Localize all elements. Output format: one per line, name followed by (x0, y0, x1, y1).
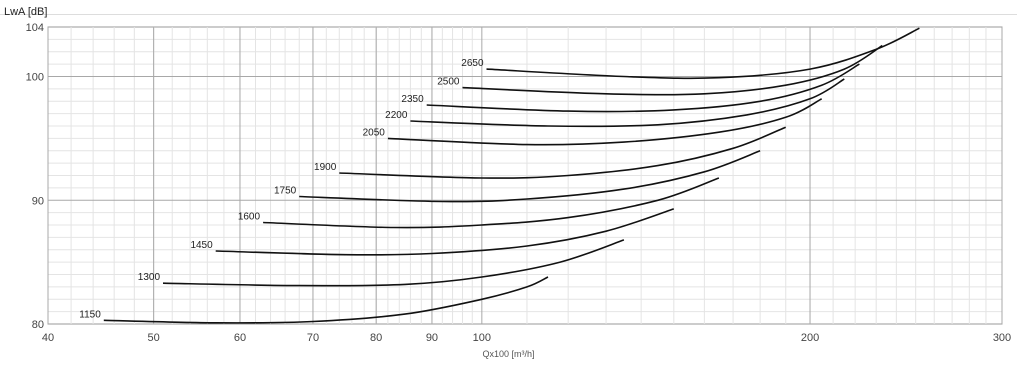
curve-1600 (263, 177, 720, 229)
curve-1450 (215, 208, 675, 256)
x-tick-label: 200 (801, 332, 819, 344)
x-tick-label: 100 (473, 332, 491, 344)
x-tick-label: 300 (993, 332, 1011, 344)
major-grid (47, 27, 1003, 324)
x-tick-label: 50 (148, 332, 160, 344)
curve-label-2500: 2500 (437, 77, 460, 88)
x-tick-label: 80 (370, 332, 382, 344)
curve-label-1900: 1900 (314, 162, 337, 173)
x-tick-label: 90 (426, 332, 438, 344)
x-tick-label: 60 (234, 332, 246, 344)
curve-labels: 1150 1300 1450 1600 1750 1900 2050 2200 2350 2500… (79, 58, 484, 320)
x-tick-label: 40 (42, 332, 54, 344)
performance-curves (103, 27, 920, 324)
y-axis-ticks: 80 90 100 104 (26, 22, 44, 331)
curve-2350 (426, 63, 860, 113)
curve-2500 (462, 44, 883, 96)
curve-1150 (103, 276, 549, 324)
x-axis-title: Qx100 [m³/h] (482, 349, 535, 359)
y-tick-label: 104 (26, 22, 44, 34)
curve-2650 (486, 27, 920, 80)
curve-label-1600: 1600 (238, 212, 261, 223)
y-axis-title: LwA [dB] (4, 6, 48, 18)
curve-label-1150: 1150 (79, 309, 101, 320)
x-axis-ticks: 40 50 60 70 80 90 100 200 300 (42, 332, 1011, 344)
curve-label-1750: 1750 (274, 186, 297, 197)
curve-2050 (387, 98, 823, 146)
y-tick-label: 90 (32, 195, 44, 207)
x-tick-label: 70 (307, 332, 319, 344)
curve-1900 (339, 126, 786, 179)
curve-1300 (162, 239, 625, 287)
curve-label-1450: 1450 (190, 240, 213, 251)
y-tick-label: 100 (26, 72, 44, 84)
curve-label-2350: 2350 (401, 94, 424, 105)
curve-1750 (299, 150, 761, 203)
curve-2200 (410, 78, 845, 128)
curve-label-1300: 1300 (138, 272, 161, 283)
y-tick-label: 80 (32, 319, 44, 331)
curve-label-2200: 2200 (385, 110, 408, 121)
curve-label-2050: 2050 (363, 127, 386, 138)
curve-label-2650: 2650 (461, 58, 484, 69)
